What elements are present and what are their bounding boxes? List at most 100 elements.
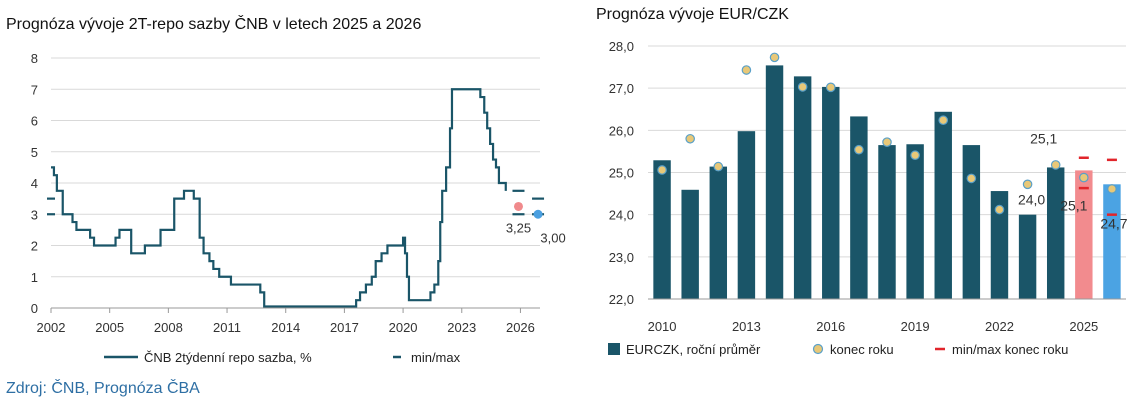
eurczk-chart-title: Prognóza vývoje EUR/CZK <box>596 6 789 23</box>
eurczk-year-end-dot <box>657 165 667 175</box>
repo-forecast: 3,25 3,00 <box>47 189 566 245</box>
repo-x-tick-label: 2008 <box>154 320 183 335</box>
repo-rate-line <box>51 88 507 308</box>
eurczk-x-tick-label: 2025 <box>1069 319 1098 334</box>
eurczk-data-label: 24,7 <box>1100 215 1127 231</box>
eurczk-year-end-dot <box>882 137 892 147</box>
repo-y-tick-label: 6 <box>31 114 38 129</box>
eurczk-year-end-dot <box>1050 160 1061 170</box>
eurczk-bar <box>850 116 868 299</box>
eurczk-bar <box>990 191 1009 299</box>
eurczk-legend: EURCZK, roční průměr konec roku min/max … <box>608 342 1068 357</box>
eurczk-year-end-dots <box>657 52 1117 215</box>
repo-forecast-label: 3,00 <box>540 230 565 245</box>
repo-legend-line-label: ČNB 2týdenní repo sazba, % <box>144 350 312 365</box>
eurczk-bar <box>878 145 896 299</box>
eurczk-bar <box>709 166 728 299</box>
eurczk-year-end-dot <box>994 204 1005 215</box>
repo-y-tick-label: 1 <box>31 270 38 285</box>
eurczk-x-ticks: 2010 2013 2016 2019 2022 2025 <box>648 319 1099 334</box>
eurczk-data-labels: 25,1 24,0 25,1 24,7 <box>1018 130 1128 231</box>
repo-series <box>51 88 507 308</box>
repo-y-tick-label: 0 <box>31 301 38 316</box>
eurczk-year-end-dot <box>769 52 780 63</box>
eurczk-y-tick-label: 23,0 <box>609 250 634 265</box>
repo-x-tick-label: 2017 <box>330 320 359 335</box>
eurczk-x-tick-label: 2010 <box>648 319 677 334</box>
eurczk-bar <box>765 65 784 299</box>
eurczk-bar <box>934 111 952 299</box>
eurczk-x-tick-label: 2016 <box>816 319 845 334</box>
eurczk-chart: Prognóza vývoje EUR/CZK 22,0 23,0 24,0 25,0… <box>596 6 1128 357</box>
eurczk-legend-minmax-label: min/max konec roku <box>952 342 1068 357</box>
eurczk-data-label: 25,1 <box>1060 197 1087 213</box>
repo-x-tick-label: 2002 <box>37 320 66 335</box>
eurczk-bar <box>1046 167 1065 299</box>
eurczk-bar <box>737 131 756 299</box>
eurczk-year-end-dot <box>685 133 695 144</box>
repo-x-tick-label: 2026 <box>506 320 535 335</box>
repo-y-tick-label: 2 <box>31 239 38 254</box>
eurczk-bar <box>906 144 924 299</box>
eurczk-bar <box>1103 184 1121 299</box>
eurczk-year-end-dot <box>1022 179 1033 190</box>
eurczk-x-tick-label: 2022 <box>985 319 1014 334</box>
eurczk-year-end-dot <box>1107 184 1117 194</box>
repo-forecast-point <box>533 209 543 219</box>
eurczk-year-end-dot <box>910 150 920 161</box>
eurczk-year-end-dot <box>797 82 808 92</box>
repo-x-ticks: 2002 2005 2008 2011 2014 2017 2020 2023 2026 <box>37 308 535 335</box>
source-note: Zdroj: ČNB, Prognóza ČBA <box>6 380 200 397</box>
eurczk-bars <box>653 65 1121 299</box>
eurczk-y-tick-label: 27,0 <box>609 81 634 96</box>
repo-y-tick-label: 4 <box>31 176 38 191</box>
eurczk-legend-bar-swatch <box>608 343 620 355</box>
eurczk-year-end-dot <box>1079 172 1089 183</box>
repo-forecast-label: 3,25 <box>506 220 531 235</box>
eurczk-y-tick-label: 26,0 <box>609 123 634 138</box>
eurczk-legend-dot-swatch <box>812 343 824 355</box>
repo-x-tick-label: 2023 <box>447 320 476 335</box>
eurczk-data-label: 25,1 <box>1030 130 1057 146</box>
eurczk-minmax <box>1078 156 1117 216</box>
eurczk-data-label: 24,0 <box>1018 192 1045 208</box>
repo-chart: Prognóza vývoje 2T-repo sazby ČNB v lete… <box>6 14 566 365</box>
eurczk-legend-bar-label: EURCZK, roční průměr <box>626 342 761 357</box>
repo-forecast-point <box>513 201 523 211</box>
eurczk-x-tick-label: 2019 <box>901 319 930 334</box>
repo-chart-title: Prognóza vývoje 2T-repo sazby ČNB v lete… <box>6 14 421 33</box>
eurczk-x-tick-label: 2013 <box>732 319 761 334</box>
eurczk-bar <box>822 86 840 299</box>
eurczk-legend-dot-label: konec roku <box>830 342 894 357</box>
repo-y-tick-label: 8 <box>31 51 38 66</box>
repo-x-tick-label: 2020 <box>389 320 418 335</box>
repo-y-ticks: 0 1 2 3 4 5 6 7 8 <box>31 51 38 316</box>
eurczk-year-end-dot <box>713 161 724 172</box>
repo-x-tick-label: 2014 <box>271 320 300 335</box>
repo-x-tick-label: 2011 <box>213 320 241 335</box>
eurczk-year-end-dot <box>854 144 864 155</box>
eurczk-year-end-dot <box>825 82 836 93</box>
eurczk-year-end-dot <box>741 65 752 75</box>
eurczk-bar <box>793 76 812 299</box>
repo-x-tick-label: 2005 <box>95 320 124 335</box>
repo-gridlines <box>51 57 540 309</box>
repo-legend: ČNB 2týdenní repo sazba, % min/max <box>104 350 461 365</box>
eurczk-y-tick-label: 28,0 <box>609 39 634 54</box>
eurczk-year-end-dot <box>938 115 949 126</box>
repo-legend-minmax-label: min/max <box>411 350 461 365</box>
eurczk-y-tick-label: 25,0 <box>609 166 634 181</box>
eurczk-bar <box>962 145 981 299</box>
eurczk-bar <box>653 160 671 299</box>
eurczk-bar <box>1075 170 1093 299</box>
repo-y-tick-label: 5 <box>31 145 38 160</box>
eurczk-year-end-dot <box>966 173 977 184</box>
eurczk-y-tick-label: 24,0 <box>609 208 634 223</box>
repo-y-tick-label: 3 <box>31 207 38 222</box>
repo-y-tick-label: 7 <box>31 82 38 97</box>
eurczk-bar <box>1018 214 1037 299</box>
eurczk-y-tick-label: 22,0 <box>609 292 634 307</box>
eurczk-bar <box>681 189 699 299</box>
eurczk-y-ticks: 22,0 23,0 24,0 25,0 26,0 27,0 28,0 <box>609 39 634 307</box>
